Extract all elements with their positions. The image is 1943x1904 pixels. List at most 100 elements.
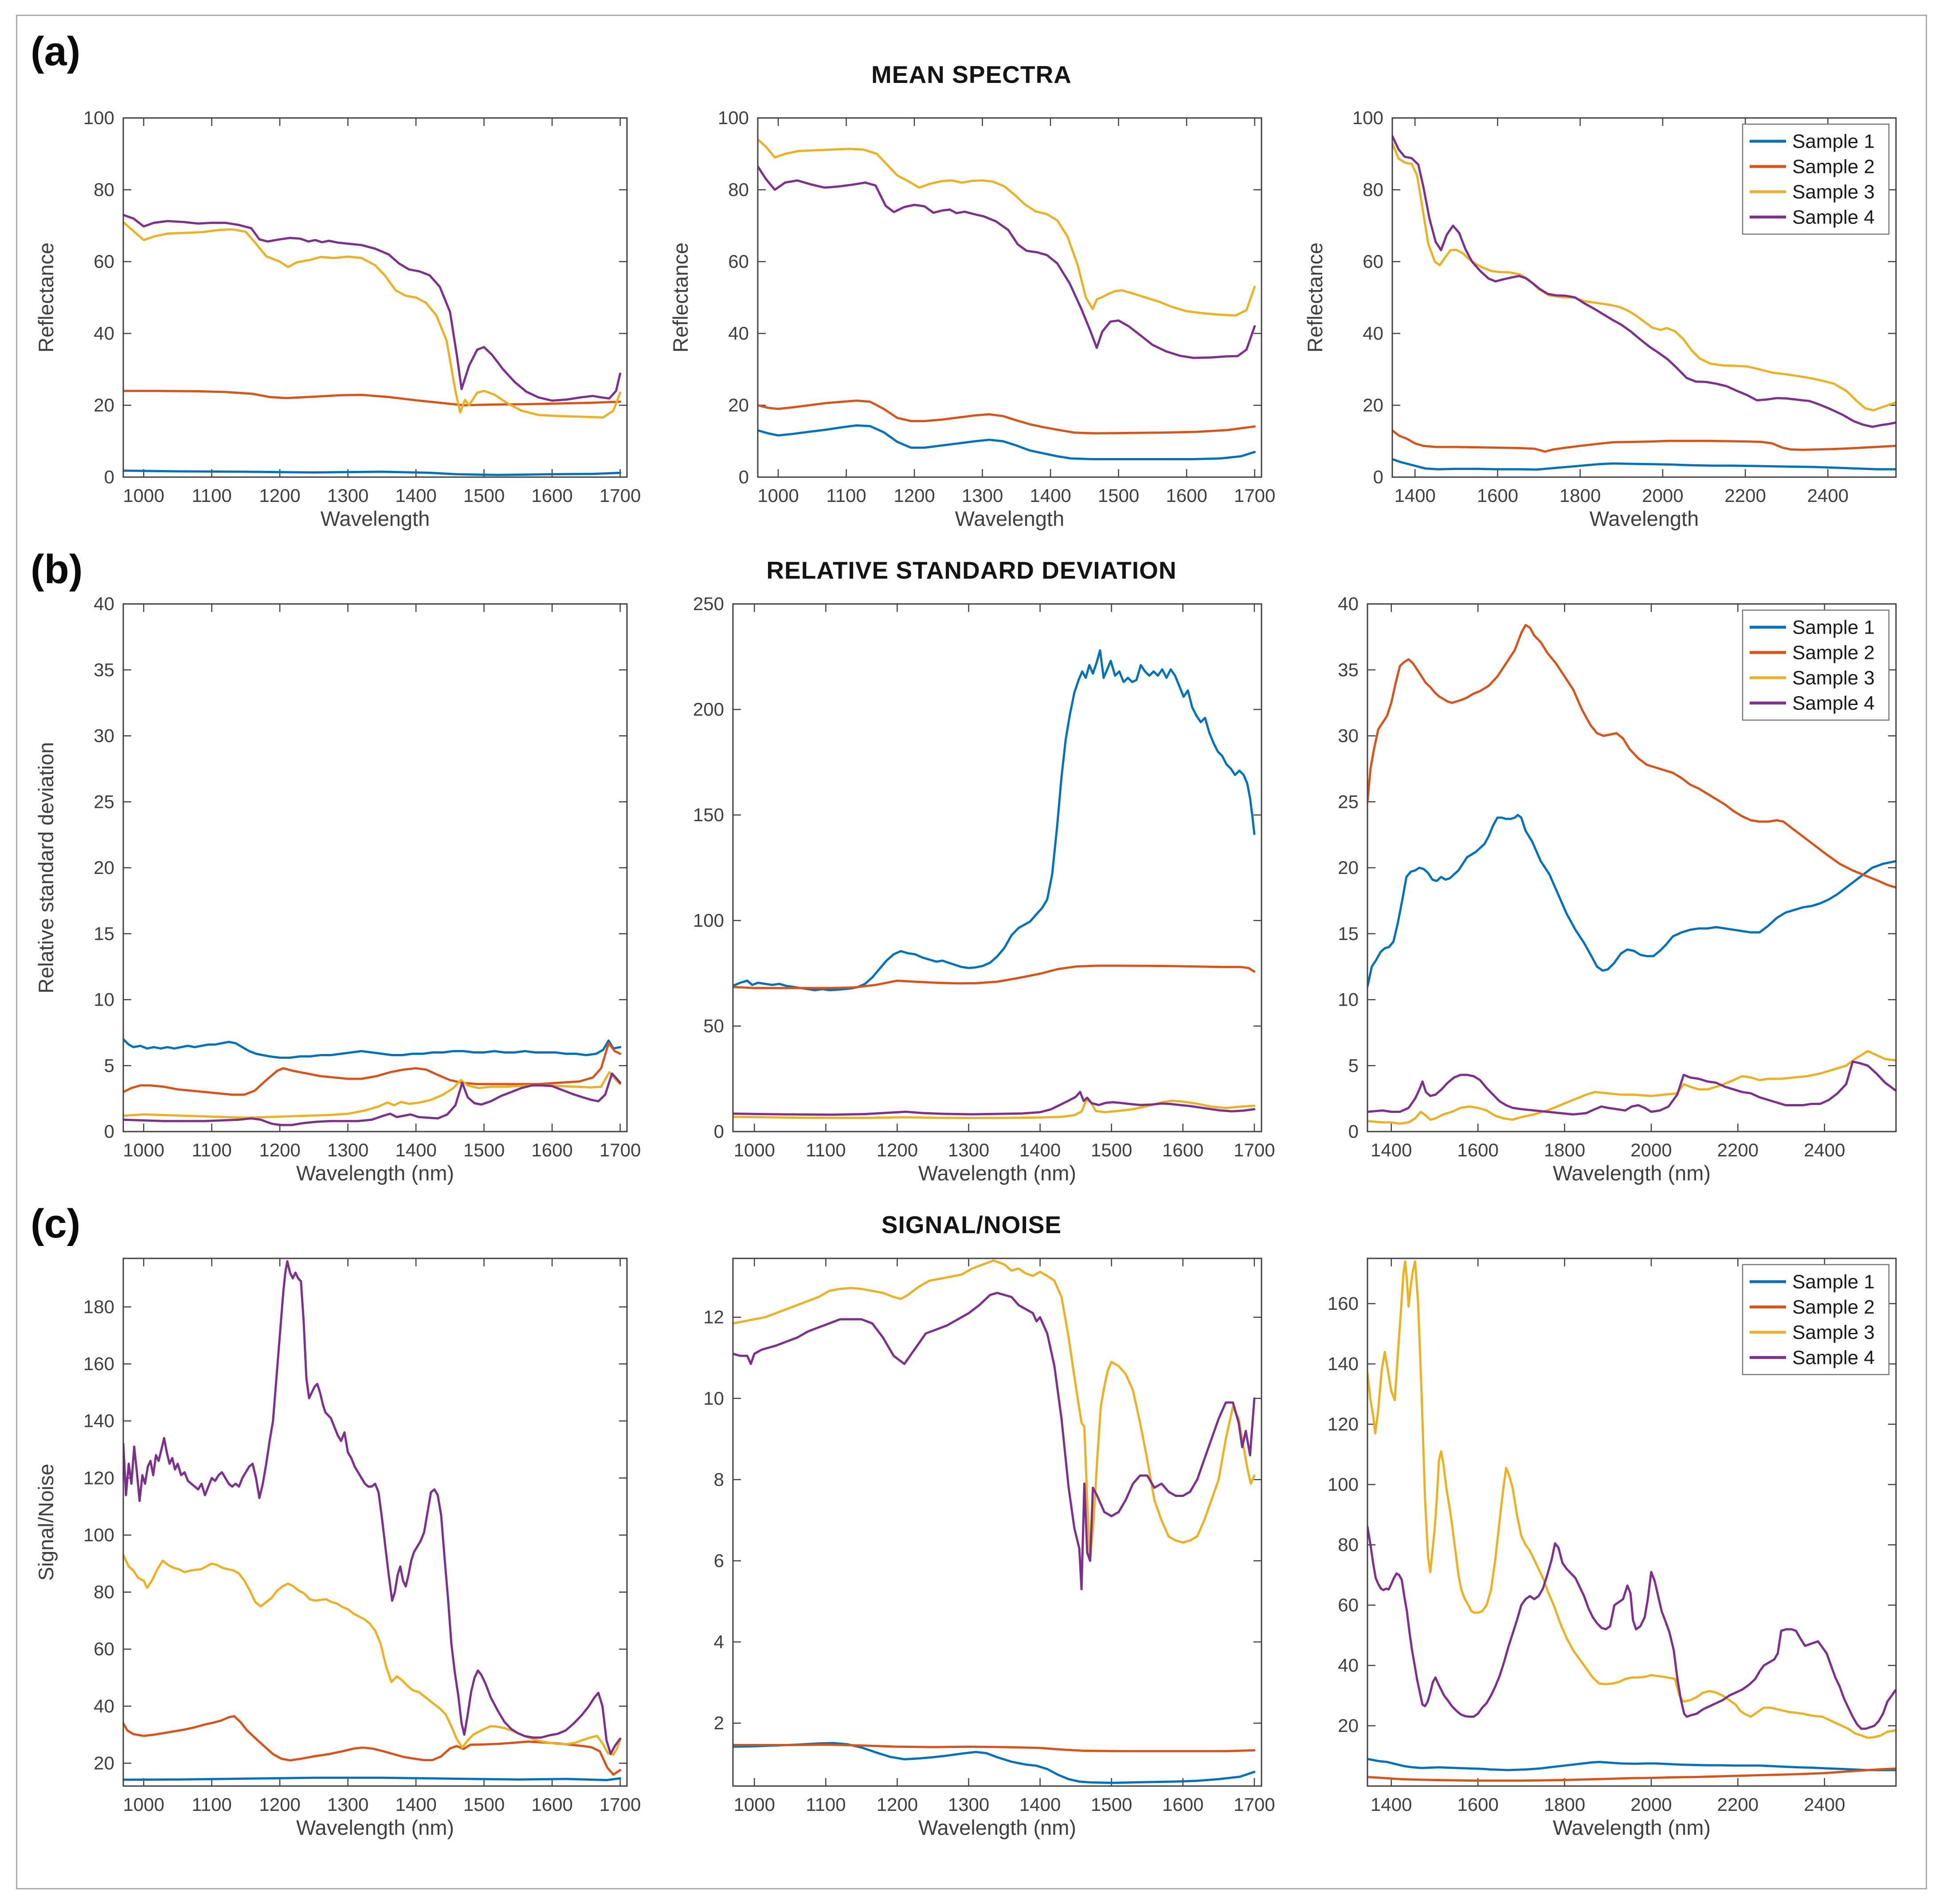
svg-text:1000: 1000 [734,1794,775,1815]
svg-text:1600: 1600 [1162,1140,1203,1160]
svg-text:2000: 2000 [1630,1794,1672,1815]
svg-text:Wavelength: Wavelength [321,507,430,530]
svg-text:60: 60 [94,1638,115,1659]
svg-text:1500: 1500 [1091,1140,1132,1160]
svg-text:1500: 1500 [1091,1794,1132,1815]
svg-text:1600: 1600 [532,1140,573,1160]
svg-text:80: 80 [94,179,115,200]
svg-text:2400: 2400 [1804,1140,1845,1160]
svg-text:0: 0 [1348,1121,1358,1142]
svg-text:1500: 1500 [1098,485,1139,506]
svg-text:160: 160 [1328,1293,1359,1314]
svg-text:Wavelength (nm): Wavelength (nm) [296,1161,454,1185]
svg-text:2: 2 [714,1712,724,1733]
svg-text:100: 100 [83,107,114,128]
svg-text:40: 40 [94,593,115,614]
svg-text:1000: 1000 [734,1140,775,1160]
svg-text:20: 20 [94,857,115,878]
svg-text:40: 40 [1338,1655,1359,1676]
svg-text:0: 0 [1373,466,1383,487]
svg-text:2200: 2200 [1717,1140,1758,1160]
svg-text:1100: 1100 [806,1140,846,1160]
panel-label-c: (c) [31,1201,81,1246]
svg-text:Wavelength (nm): Wavelength (nm) [918,1161,1076,1185]
svg-text:1200: 1200 [877,1140,918,1160]
svg-text:Sample 3: Sample 3 [1792,1322,1875,1344]
svg-text:20: 20 [94,395,115,415]
svg-text:1600: 1600 [1166,485,1207,506]
svg-text:1200: 1200 [893,485,935,506]
svg-text:60: 60 [1338,1595,1359,1615]
svg-text:Reflectance: Reflectance [34,243,58,353]
chart-cell: 1000 1100 1200 1300 1400 1500 1600 1700 0 20 40 60 8… [27,101,647,545]
figure-frame: (a) MEAN SPECTRA 1000 1100 1200 1300 1400 150… [16,15,1927,1889]
charts-row-b: 1000 1100 1200 1300 1400 1500 1600 1700 0 5 10 15 20… [17,587,1926,1199]
svg-text:Sample 2: Sample 2 [1792,156,1875,178]
svg-text:25: 25 [1338,791,1359,812]
svg-text:5: 5 [104,1055,114,1076]
svg-text:1100: 1100 [192,485,232,506]
svg-text:120: 120 [1328,1414,1359,1434]
svg-text:140: 140 [1328,1353,1359,1374]
chart-cell: 1000 1100 1200 1300 1400 1500 1600 1700 0 20 40 60 8… [661,101,1282,545]
svg-text:1400: 1400 [396,1794,437,1815]
svg-text:Reflectance: Reflectance [669,243,692,353]
svg-text:5: 5 [1348,1055,1358,1076]
svg-text:140: 140 [83,1410,114,1431]
svg-text:40: 40 [94,1696,115,1716]
svg-text:1300: 1300 [962,485,1003,506]
svg-text:2000: 2000 [1630,1140,1672,1160]
svg-text:1000: 1000 [123,485,165,506]
svg-text:1700: 1700 [1234,485,1275,506]
chart-snr-middle: 1000 1100 1200 1300 1400 1500 1600 1700 2 4 6 8 10 12… [703,1258,1275,1839]
svg-text:1700: 1700 [1234,1140,1275,1160]
chart-cell: 1400 1600 1800 2000 2200 2400 20 40 60 80 100 120 14… [1296,1242,1916,1853]
svg-text:35: 35 [1338,659,1359,680]
svg-text:20: 20 [94,1753,115,1774]
svg-text:6: 6 [714,1550,724,1571]
svg-text:60: 60 [728,251,749,272]
svg-text:0: 0 [104,1121,114,1142]
chart-cell: 1400 1600 1800 2000 2200 2400 0 5 10 15 20 25 30 35 40… [1296,587,1916,1199]
svg-text:1600: 1600 [1457,1794,1498,1815]
svg-text:1400: 1400 [1030,485,1071,506]
svg-text:30: 30 [1338,725,1359,746]
chart-mean-spectra-middle: 1000 1100 1200 1300 1400 1500 1600 1700 0 20 40 60 8… [669,107,1275,530]
svg-text:1800: 1800 [1543,1794,1585,1815]
svg-text:1400: 1400 [1371,1140,1412,1160]
svg-text:Reflectance: Reflectance [1303,243,1327,353]
svg-text:0: 0 [104,466,114,487]
svg-text:100: 100 [83,1524,114,1545]
chart-cell: 1400 1600 1800 2000 2200 2400 0 20 40 60 80 100 Wave… [1296,101,1916,545]
svg-text:15: 15 [94,923,115,944]
chart-mean-spectra-right: 1400 1600 1800 2000 2200 2400 0 20 40 60 80 100 Wave… [1303,107,1897,530]
svg-text:4: 4 [714,1631,724,1652]
svg-text:Wavelength: Wavelength [955,507,1064,530]
chart-rsd-right: 1400 1600 1800 2000 2200 2400 0 5 10 15 20 25 30 35 40… [1338,593,1897,1185]
svg-text:1600: 1600 [532,485,573,506]
chart-cell: 1000 1100 1200 1300 1400 1500 1600 1700 0 50 100 15… [661,587,1282,1199]
svg-text:1600: 1600 [1477,485,1518,506]
section-title-mean-spectra: MEAN SPECTRA [871,61,1072,88]
svg-text:1200: 1200 [259,1794,301,1815]
svg-text:1400: 1400 [1019,1140,1061,1160]
svg-text:1600: 1600 [532,1794,573,1815]
chart-cell: 1000 1100 1200 1300 1400 1500 1600 1700 20 40 60 80… [27,1242,647,1853]
svg-text:1500: 1500 [463,1140,505,1160]
svg-text:1400: 1400 [396,485,437,506]
svg-text:20: 20 [1338,1715,1359,1736]
charts-row-c: 1000 1100 1200 1300 1400 1500 1600 1700 20 40 60 80… [17,1242,1926,1853]
svg-text:Relative standard deviation: Relative standard deviation [34,742,58,994]
svg-text:1700: 1700 [599,1140,641,1160]
svg-text:1400: 1400 [1371,1794,1412,1815]
svg-text:10: 10 [94,989,115,1010]
svg-text:180: 180 [83,1296,114,1317]
chart-cell: 1000 1100 1200 1300 1400 1500 1600 1700 2 4 6 8 10 12… [661,1242,1282,1853]
svg-text:Wavelength (nm): Wavelength (nm) [296,1816,454,1839]
svg-text:2200: 2200 [1717,1794,1758,1815]
svg-text:80: 80 [728,179,749,200]
chart-cell: 1000 1100 1200 1300 1400 1500 1600 1700 0 5 10 15 20… [27,587,647,1199]
panel-section-b: (b) RELATIVE STANDARD DEVIATION 1000 1100… [17,545,1926,1199]
svg-text:1100: 1100 [826,485,866,506]
svg-text:1700: 1700 [599,1794,641,1815]
